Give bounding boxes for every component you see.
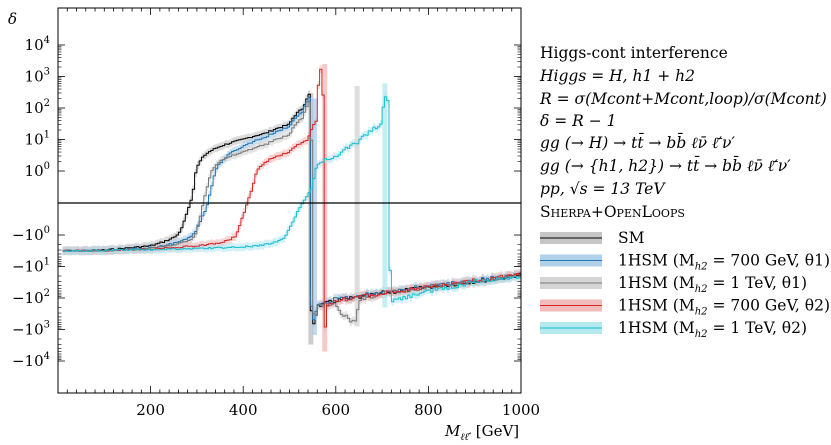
x-axis-label-sub: ℓℓ̄′ — [460, 432, 471, 443]
plot-frame — [57, 7, 522, 394]
legend-label-1: 1HSM (Mh2 = 700 GeV, θ1) — [618, 252, 830, 273]
x-tick-label: 200 — [136, 401, 165, 419]
tick-marks — [57, 8, 522, 393]
y-tick-label: 102 — [25, 98, 50, 117]
text-line-8: Sherpa+OpenLoops — [540, 203, 685, 221]
series-lines — [62, 68, 521, 328]
spike-band — [354, 85, 360, 327]
spike-band — [308, 92, 314, 345]
legend-label-2: 1HSM (Mh2 = 1 TeV, θ1) — [618, 274, 807, 295]
y-tick-label: 103 — [25, 67, 50, 86]
x-tick-label: 1000 — [502, 401, 540, 419]
text-line-5: gg (→ H) → tt̄ → bb̄ ℓν̄ ℓ̄′ν′ — [540, 134, 735, 152]
process-description: Higgs-cont interference Higgs = H, h1 + … — [539, 44, 827, 221]
x-tick-label: 400 — [229, 401, 258, 419]
spike-band — [322, 63, 328, 352]
text-line-4: δ = R − 1 — [540, 112, 617, 130]
text-line-2: Higgs = H, h1 + h2 — [539, 67, 695, 85]
text-line-1: Higgs-cont interference — [540, 44, 728, 62]
y-tick-label: 100 — [25, 161, 50, 180]
uncertainty-bands — [62, 63, 521, 352]
legend-label-4: 1HSM (Mh2 = 1 TeV, θ2) — [618, 319, 807, 340]
y-axis-label: δ — [8, 10, 17, 28]
y-tick-label: −102 — [12, 288, 50, 307]
legend-label-3: 1HSM (Mh2 = 700 GeV, θ2) — [618, 297, 830, 318]
line-series-4 — [62, 96, 521, 303]
band-series-4 — [62, 92, 521, 306]
text-line-7: pp, √s = 13 TeV — [540, 180, 666, 198]
y-tick-label: −100 — [12, 225, 50, 244]
y-tick-label: 101 — [25, 130, 50, 149]
y-tick-label: −104 — [12, 351, 50, 370]
x-axis-label: Mℓℓ̄′ [GeV] — [444, 422, 519, 443]
tick-labels: 200 400 600 800 1000 104 103 102 101 100 −100 −101 −… — [12, 35, 540, 419]
y-tick-label: −103 — [12, 320, 50, 339]
x-axis-label-unit: [GeV] — [471, 422, 519, 440]
y-tick-label: 104 — [25, 35, 50, 54]
axes — [57, 7, 522, 394]
legend-label-0: SM — [618, 229, 645, 247]
spike-band — [312, 98, 318, 336]
y-tick-label: −101 — [12, 257, 50, 276]
spike-band — [382, 83, 388, 308]
x-axis-label-main: M — [444, 422, 461, 440]
text-line-6: gg (→ {h1, h2}) → tt̄ → bb̄ ℓν̄ ℓ̄′ν′ — [540, 157, 791, 175]
text-line-3: R = σ(Mcont+Mcont,loop)/σ(Mcont) — [539, 90, 827, 108]
x-tick-label: 600 — [321, 401, 350, 419]
x-tick-label: 800 — [414, 401, 443, 419]
